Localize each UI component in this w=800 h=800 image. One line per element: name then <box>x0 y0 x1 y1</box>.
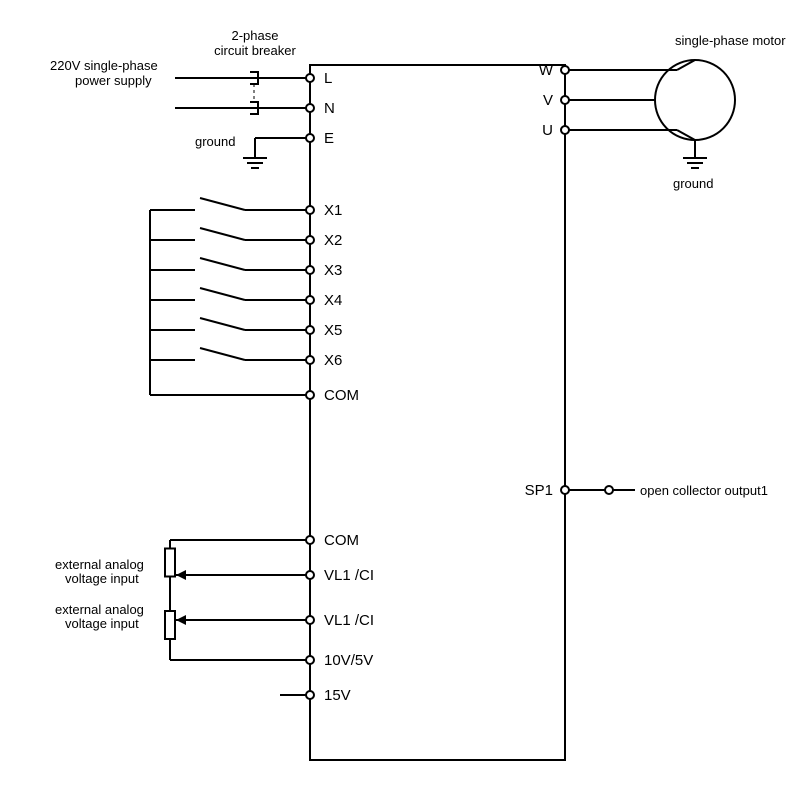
terminal-E <box>306 134 314 142</box>
terminal-label-VL2: VL1 /CI <box>324 612 374 629</box>
label-analog1-bottom: voltage input <box>65 571 139 586</box>
terminal-U <box>561 126 569 134</box>
motor-circle <box>655 60 735 140</box>
terminal-label-W: W <box>539 62 554 79</box>
terminal-label-X3: X3 <box>324 262 342 279</box>
terminal-V <box>561 96 569 104</box>
label-ground-right: ground <box>673 176 713 191</box>
label-ground-left: ground <box>195 134 235 149</box>
terminal-X1 <box>306 206 314 214</box>
terminal-label-15V: 15V <box>324 687 351 704</box>
terminal-label-V: V <box>543 92 553 109</box>
wiring-diagram: LNE X1 X2 X3 X4 X5 X6 COM COM VL1 /CI VL1 /CI 10V/5… <box>0 0 800 800</box>
terminal-15V <box>306 691 314 699</box>
terminal-label-SP1: SP1 <box>525 482 553 499</box>
terminal-N <box>306 104 314 112</box>
label-motor: single-phase motor <box>675 33 786 48</box>
terminal-label-COM2: COM <box>324 532 359 549</box>
terminal-label-N: N <box>324 100 335 117</box>
terminal-label-L: L <box>324 70 332 87</box>
terminal-label-E: E <box>324 130 334 147</box>
terminal-VL1 <box>306 571 314 579</box>
terminal-W <box>561 66 569 74</box>
terminal-label-U: U <box>542 122 553 139</box>
terminal-label-X6: X6 <box>324 352 342 369</box>
terminal-label-X5: X5 <box>324 322 342 339</box>
label-open-collector: open collector output1 <box>640 483 768 498</box>
terminal-X5 <box>306 326 314 334</box>
terminal-label-10V: 10V/5V <box>324 652 373 669</box>
terminal-L <box>306 74 314 82</box>
label-analog2-bottom: voltage input <box>65 616 139 631</box>
terminal-COM1 <box>306 391 314 399</box>
label-breaker-bottom: circuit breaker <box>214 43 296 58</box>
label-supply-bottom: power supply <box>75 73 152 88</box>
terminal-label-VL1: VL1 /CI <box>324 567 374 584</box>
terminal-label-COM1: COM <box>324 387 359 404</box>
label-analog2-top: external analog <box>55 602 144 617</box>
terminal-label-X4: X4 <box>324 292 342 309</box>
terminal-COM2 <box>306 536 314 544</box>
label-supply-top: 220V single-phase <box>50 58 158 73</box>
terminal-X2 <box>306 236 314 244</box>
terminal-label-X2: X2 <box>324 232 342 249</box>
label-breaker-top: 2-phase <box>232 28 279 43</box>
terminal-10V <box>306 656 314 664</box>
label-analog1-top: external analog <box>55 557 144 572</box>
terminal-SP1 <box>561 486 569 494</box>
terminal-X3 <box>306 266 314 274</box>
terminal-label-X1: X1 <box>324 202 342 219</box>
terminal-VL2 <box>306 616 314 624</box>
terminal-X6 <box>306 356 314 364</box>
terminal-X4 <box>306 296 314 304</box>
